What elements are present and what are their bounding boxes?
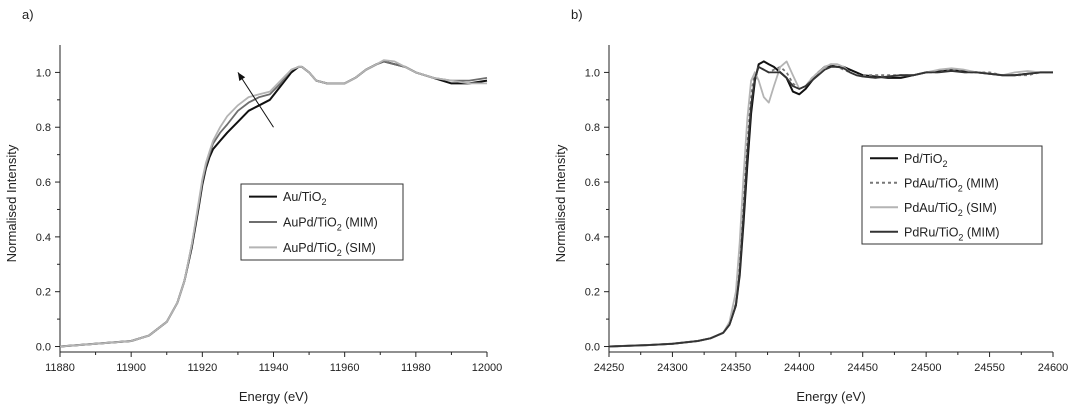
panel-label: a) bbox=[22, 7, 34, 22]
series-line bbox=[59, 59, 487, 348]
legend-entry-label: PdAu/TiO2 (MIM) bbox=[904, 176, 999, 193]
y-tick-label: 0.2 bbox=[36, 287, 51, 299]
y-tick-label: 0.0 bbox=[585, 342, 600, 354]
x-tick-label: 11900 bbox=[116, 362, 146, 374]
legend-box bbox=[861, 145, 1043, 245]
panel-label: b) bbox=[571, 7, 583, 22]
y-axis-title: Normalised Intensity bbox=[553, 144, 568, 262]
panel-b: b) 24250 24300 24350 24400 24450 24500 24550 246… bbox=[553, 7, 1068, 404]
panel-a: a) 11880 11900 11920 11940 11960 11980 12000 0.0… bbox=[4, 7, 502, 404]
x-tick-label: 24450 bbox=[847, 362, 878, 374]
y-tick-label: 1.0 bbox=[585, 67, 600, 79]
y-tick-label: 0.0 bbox=[36, 342, 51, 354]
legend: Au/TiO2 AuPd/TiO2 (MIM) AuPd/TiO2 (SIM) bbox=[240, 183, 404, 261]
legend-entry-label: Au/TiO2 bbox=[283, 190, 326, 207]
legend: Pd/TiO2 PdAu/TiO2 (MIM) PdAu/TiO2 (SIM) PdR… bbox=[861, 145, 1043, 245]
y-tick-label: 0.8 bbox=[585, 122, 600, 134]
annotation-arrow-head bbox=[237, 72, 246, 81]
x-tick-label: 24600 bbox=[1038, 362, 1069, 374]
y-axis-title: Normalised Intensity bbox=[4, 144, 19, 262]
x-tick-label: 11940 bbox=[259, 362, 289, 374]
x-tick-label: 11980 bbox=[401, 362, 431, 374]
legend-entry-label: Pd/TiO2 bbox=[904, 152, 947, 169]
legend-entry-label: PdRu/TiO2 (MIM) bbox=[904, 225, 1000, 242]
x-axis-title: Energy (eV) bbox=[796, 389, 865, 404]
y-tick-label: 0.4 bbox=[585, 232, 600, 244]
y-tick-label: 0.6 bbox=[36, 177, 51, 189]
x-tick-label: 24500 bbox=[911, 362, 942, 374]
x-tick-label: 11880 bbox=[45, 362, 75, 374]
x-tick-label: 24550 bbox=[974, 362, 1005, 374]
x-tick-label: 24300 bbox=[657, 362, 688, 374]
legend-entry-label: AuPd/TiO2 (MIM) bbox=[283, 216, 378, 233]
x-tick-label: 24400 bbox=[784, 362, 815, 374]
y-tick-label: 0.2 bbox=[585, 287, 600, 299]
legend-entry-label: PdAu/TiO2 (SIM) bbox=[904, 201, 997, 218]
x-tick-label: 11960 bbox=[330, 362, 360, 374]
y-tick-label: 0.4 bbox=[36, 232, 51, 244]
x-tick-label: 24250 bbox=[594, 362, 625, 374]
x-tick-label: 11920 bbox=[187, 362, 217, 374]
annotation-arrow-shaft bbox=[237, 72, 274, 128]
y-tick-label: 1.0 bbox=[36, 67, 51, 79]
series-line bbox=[608, 66, 1053, 348]
y-tick-label: 0.6 bbox=[585, 177, 600, 189]
x-tick-label: 24350 bbox=[721, 362, 752, 374]
x-tick-label: 12000 bbox=[472, 362, 503, 374]
series-line bbox=[608, 60, 1053, 348]
x-axis-title: Energy (eV) bbox=[239, 389, 308, 404]
y-tick-label: 0.8 bbox=[36, 122, 51, 134]
legend-entry-label: AuPd/TiO2 (SIM) bbox=[283, 241, 376, 258]
